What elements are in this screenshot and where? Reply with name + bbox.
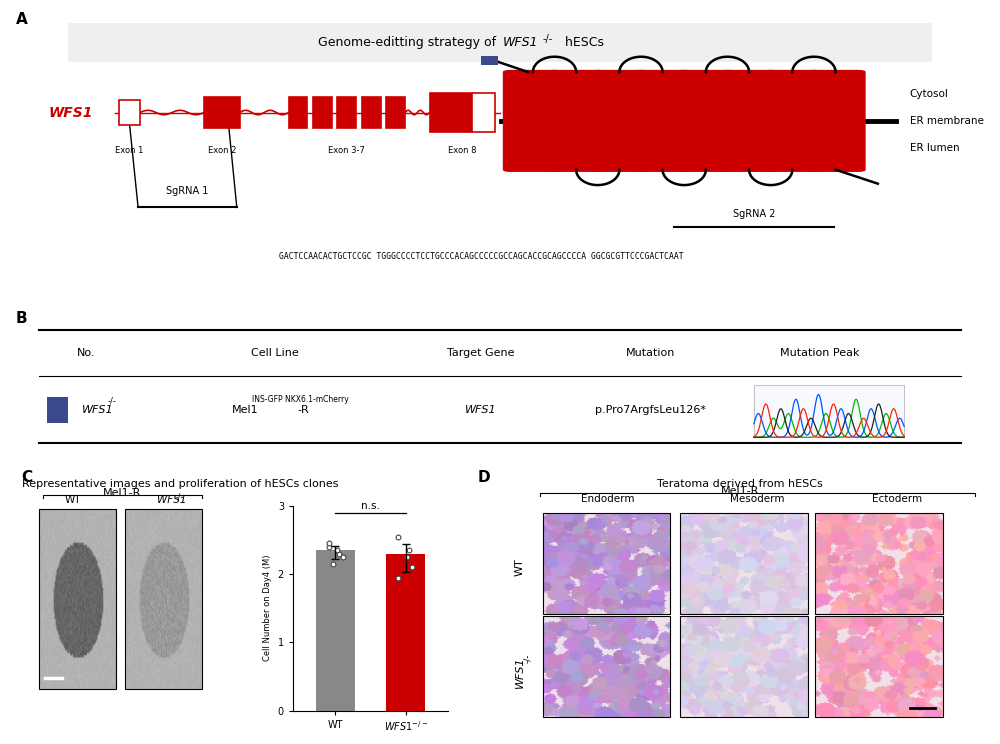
Text: Mutation Peak: Mutation Peak — [780, 348, 859, 358]
Text: Ectoderm: Ectoderm — [872, 494, 923, 504]
Bar — [815, 616, 942, 716]
Text: Endoderm: Endoderm — [581, 494, 634, 504]
Text: WFS1: WFS1 — [503, 36, 538, 49]
Text: WFS1: WFS1 — [465, 405, 497, 414]
Point — [331, 548, 347, 559]
Point — [404, 561, 420, 573]
Point — [329, 545, 345, 557]
Point — [335, 551, 351, 563]
Bar — [68, 23, 932, 62]
Text: INS-GFP NKX6.1-mCherry: INS-GFP NKX6.1-mCherry — [252, 395, 349, 404]
Text: Mel1-R: Mel1-R — [103, 487, 142, 498]
FancyBboxPatch shape — [503, 70, 563, 172]
Text: Cytosol: Cytosol — [910, 89, 949, 99]
Text: -/-: -/- — [542, 34, 553, 45]
Text: C: C — [21, 469, 33, 485]
Text: ER membrane: ER membrane — [910, 116, 984, 126]
Text: Exon 1: Exon 1 — [115, 146, 144, 155]
Bar — [125, 510, 202, 689]
Text: Representative images and proliferation of hESCs clones: Representative images and proliferation … — [22, 479, 339, 489]
Text: WFS1: WFS1 — [157, 495, 186, 504]
Bar — [313, 97, 332, 128]
FancyBboxPatch shape — [762, 70, 822, 172]
Bar — [542, 513, 670, 614]
Text: Cell Line: Cell Line — [251, 348, 298, 358]
Bar — [119, 100, 140, 125]
Text: -R: -R — [298, 405, 310, 414]
FancyBboxPatch shape — [719, 70, 779, 172]
FancyBboxPatch shape — [806, 70, 866, 172]
Text: Mesoderm: Mesoderm — [730, 494, 785, 504]
Bar — [754, 385, 904, 437]
Text: D: D — [478, 469, 490, 485]
Bar — [288, 97, 307, 128]
Point — [399, 551, 415, 563]
Text: Teratoma derived from hESCs: Teratoma derived from hESCs — [657, 479, 823, 489]
Text: SgRNA 2: SgRNA 2 — [733, 208, 775, 219]
Point — [321, 537, 337, 549]
Text: Genome-editting strategy of: Genome-editting strategy of — [318, 36, 500, 49]
Bar — [472, 93, 495, 132]
FancyBboxPatch shape — [546, 70, 606, 172]
FancyBboxPatch shape — [676, 70, 736, 172]
Text: GACTCCAACACTGCTCCGC TGGGCCCCTCCTGCCCACAGCCCCCGCCAGCACCGCAGCCCCA GGCGCGTTCCCGACTC: GACTCCAACACTGCTCCGC TGGGCCCCTCCTGCCCACAG… — [279, 251, 684, 260]
Bar — [680, 513, 808, 614]
Bar — [39, 510, 116, 689]
Bar — [815, 513, 942, 614]
Text: -/-: -/- — [175, 493, 183, 501]
Bar — [430, 93, 472, 132]
Bar — [316, 551, 355, 711]
Bar — [680, 616, 808, 716]
Text: A: A — [16, 12, 28, 27]
Bar — [362, 97, 381, 128]
FancyBboxPatch shape — [589, 70, 649, 172]
Text: Exon 8: Exon 8 — [448, 146, 477, 155]
Text: Mel1-R: Mel1-R — [721, 486, 759, 496]
Point — [321, 541, 337, 553]
Text: -/-: -/- — [108, 397, 117, 405]
Text: p.Pro7ArgfsLeu126*: p.Pro7ArgfsLeu126* — [595, 405, 706, 414]
Text: Exon 3-7: Exon 3-7 — [328, 146, 365, 155]
Text: WT: WT — [65, 495, 81, 504]
Bar — [542, 616, 670, 716]
Text: Mel1: Mel1 — [232, 405, 259, 414]
Text: SgRNA 1: SgRNA 1 — [166, 186, 209, 196]
Y-axis label: Cell Number on Day4 (M): Cell Number on Day4 (M) — [263, 555, 272, 661]
FancyBboxPatch shape — [633, 70, 693, 172]
Text: Target Gene: Target Gene — [447, 348, 515, 358]
Text: hESCs: hESCs — [561, 36, 604, 49]
Text: No.: No. — [77, 348, 96, 358]
Text: ER lumen: ER lumen — [910, 143, 959, 153]
Text: Exon 2: Exon 2 — [208, 146, 236, 155]
Text: WT: WT — [515, 559, 525, 577]
Point — [401, 545, 417, 557]
Text: WFS1: WFS1 — [49, 106, 93, 120]
Text: WFS1: WFS1 — [515, 656, 525, 687]
Bar — [386, 97, 405, 128]
Text: Mutation: Mutation — [626, 348, 675, 358]
Bar — [386, 554, 425, 711]
Text: B: B — [16, 311, 28, 326]
Bar — [47, 397, 68, 423]
Point — [390, 571, 406, 583]
Text: WFS1: WFS1 — [82, 405, 113, 414]
Point — [390, 530, 406, 542]
Text: -/-: -/- — [523, 654, 532, 664]
Point — [325, 558, 341, 570]
Bar — [481, 57, 498, 65]
Bar — [337, 97, 356, 128]
Text: n.s.: n.s. — [361, 501, 380, 510]
Bar — [204, 97, 240, 128]
